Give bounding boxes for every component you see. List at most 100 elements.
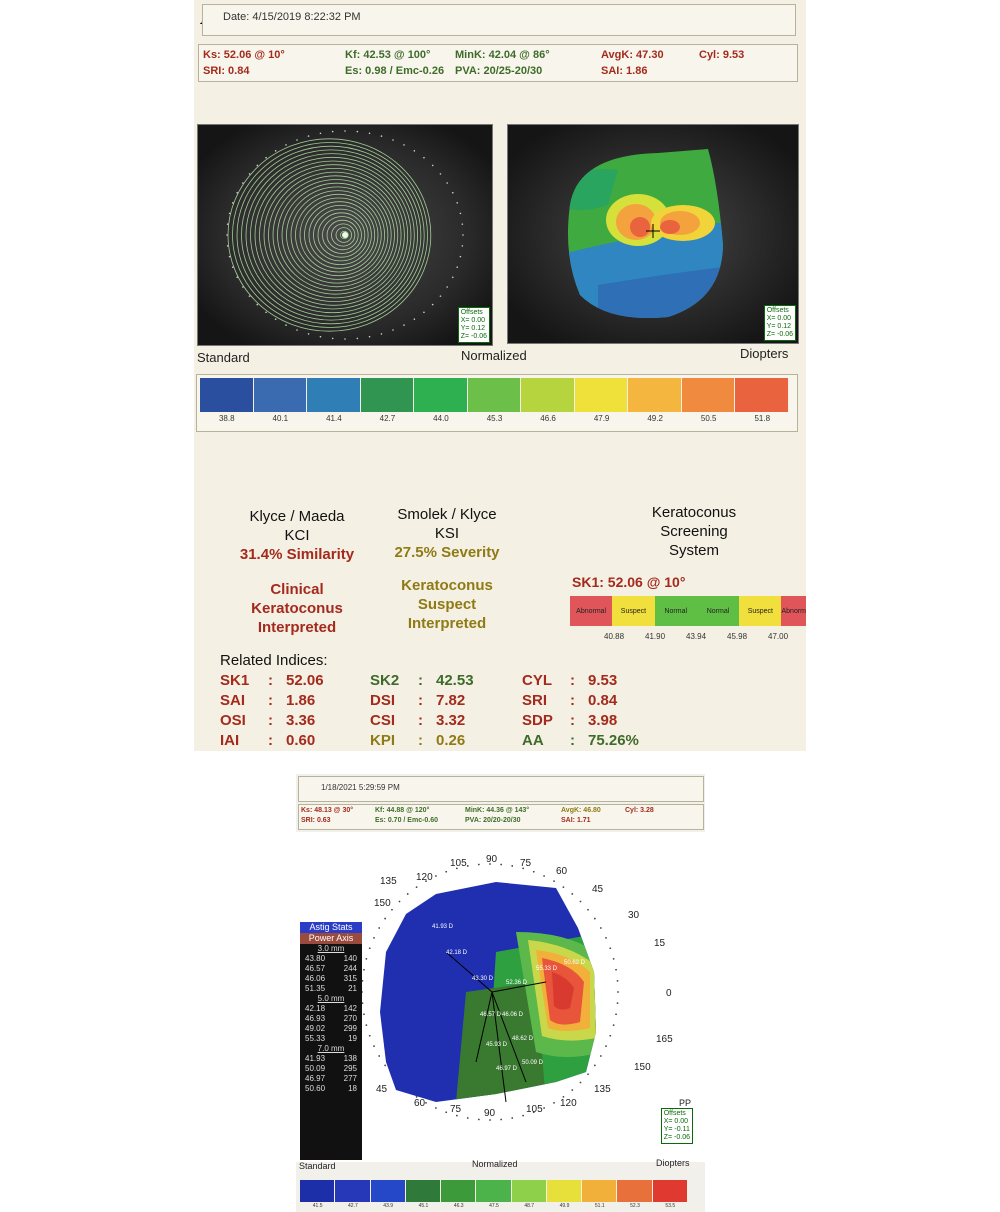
meridian-dot: [522, 867, 525, 870]
angle-label: 45: [592, 884, 604, 895]
scale-tick-label: 42.7: [348, 1203, 358, 1209]
meridian-dot: [500, 863, 503, 866]
astig-row: 46.97 277: [300, 1074, 362, 1084]
pva-value: PVA: 20/20-20/30: [465, 817, 521, 824]
kci-line-2: Keratoconus: [251, 600, 343, 617]
placido-ring: [308, 205, 372, 266]
meridian-dot: [593, 917, 596, 920]
kss-tick-label: 40.88: [604, 632, 625, 641]
astig-row: 51.35 21: [300, 984, 362, 994]
meridian-dot: [599, 927, 602, 929]
meridian-dot: [587, 908, 589, 911]
angle-label: 150: [374, 898, 391, 909]
index-value: 3.32: [436, 712, 466, 729]
diopters-label: Diopters: [740, 346, 789, 361]
map-point-label: 52.36 D: [506, 980, 528, 986]
offsets-title: Offsets: [766, 307, 789, 314]
astig-power: 49.02: [305, 1024, 326, 1033]
angle-label: 135: [594, 1084, 611, 1095]
meridian-dot: [242, 286, 244, 288]
map-point-label: 46.06 D: [502, 1012, 524, 1018]
ks-value: Ks: 52.06 @ 10°: [203, 49, 285, 61]
meridian-dot: [406, 893, 409, 895]
angle-label: 60: [556, 866, 568, 877]
astig-axis-line: [491, 991, 527, 1083]
astig-axis: 270: [343, 1014, 357, 1023]
mink-value: MinK: 42.04 @ 86°: [455, 49, 550, 61]
meridian-dot: [265, 311, 267, 314]
kss-tick-label: 41.90: [645, 632, 666, 641]
meridian-dot: [605, 937, 607, 939]
kss-band: Normal: [696, 596, 740, 626]
astig-power: 55.33: [305, 1034, 326, 1043]
ksi-section: Smolek / Klyce KSI 27.5% Severity Kerato…: [372, 505, 522, 633]
offset-z: Z= -0.06: [460, 333, 487, 340]
astig-stats-groups: 3.0 mm 43.80 140 46.57 244 46.06 315 51.35 21 5.0…: [300, 944, 362, 1094]
meridian-dot: [307, 333, 310, 335]
ksi-line-1: Keratoconus: [401, 577, 493, 594]
astig-axis: 315: [343, 974, 357, 983]
scale-tick-label: 46.3: [453, 1203, 464, 1209]
scale-swatch: [405, 1180, 442, 1202]
meridian-dot: [456, 202, 459, 204]
scale-tick-label: 48.7: [524, 1203, 535, 1209]
meridian-dot: [344, 338, 346, 340]
meridian-dot: [431, 303, 434, 306]
ksi-value: 27.5% Severity: [394, 544, 500, 561]
meridian-dot: [445, 870, 448, 873]
pp-label: PP: [678, 1098, 691, 1108]
normalized-label: Normalized: [472, 1159, 518, 1169]
ks-value: Ks: 48.13 @ 30°: [301, 807, 354, 814]
sri-value: SRI: 0.63: [301, 817, 331, 824]
meridian-dot: [511, 865, 514, 867]
kss-band: Suspect: [612, 596, 655, 626]
meridian-dot: [228, 255, 231, 258]
kci-value: 31.4% Similarity: [239, 546, 355, 563]
es-value: Es: 0.98 / Emc-0.26: [345, 65, 445, 77]
meridian-dot: [368, 132, 371, 135]
angle-label: 30: [628, 910, 640, 921]
meridian-dot: [431, 164, 434, 167]
map-point-label: 55.33 D: [536, 966, 558, 972]
angle-label: 135: [380, 876, 397, 887]
meridian-dot: [543, 875, 545, 877]
meridian-dot: [477, 1118, 480, 1121]
placido-ring: [290, 190, 385, 280]
meridian-dot: [455, 867, 458, 870]
index-colon: :: [268, 672, 273, 689]
offsets-box: Offsets X= 0.00 Y= -0.11 Z= -0.06: [660, 1108, 693, 1144]
meridian-dot: [368, 1034, 371, 1037]
scale-tick-label: 47.5: [489, 1203, 499, 1209]
date-box: 1/18/2021 5:29:59 PM: [298, 776, 704, 802]
ksi-line-3: Interpreted: [407, 615, 487, 632]
pva-value: PVA: 20/25-20/30: [455, 65, 543, 77]
scale-swatch: [652, 1180, 688, 1202]
meridian-dot: [571, 1089, 574, 1091]
astig-row: 42.18 142: [300, 1004, 362, 1014]
meridian-dot: [236, 191, 239, 194]
placido-ring: [326, 219, 359, 251]
offset-y: Y= -0.11: [663, 1126, 690, 1133]
sri-value: SRI: 0.84: [203, 65, 250, 77]
meridian-dot: [384, 917, 387, 920]
meridian-dot: [423, 156, 425, 159]
astig-power: 46.06: [305, 974, 326, 983]
meridian-dot: [403, 324, 405, 326]
map-point-label: 41.93 D: [432, 924, 454, 930]
astig-axis: 142: [343, 1004, 357, 1013]
angle-label: 45: [376, 1084, 388, 1095]
meridian-dot: [296, 329, 298, 331]
kss-section: Keratoconus Screening System: [614, 503, 774, 560]
offset-z: Z= -0.06: [766, 331, 793, 338]
meridian-dot: [562, 1095, 565, 1098]
index-colon: :: [570, 672, 575, 689]
placido-ring: [254, 160, 412, 310]
scale-swatch: [441, 1180, 477, 1202]
placido-ring: [272, 175, 399, 295]
meridian-dot: [609, 1034, 612, 1037]
meridian-dot: [605, 1045, 607, 1047]
standard-label: Standard: [299, 1161, 336, 1171]
standard-label: Standard: [197, 350, 250, 365]
angle-label: 90: [484, 1108, 496, 1119]
astig-power: 46.93: [305, 1014, 326, 1023]
